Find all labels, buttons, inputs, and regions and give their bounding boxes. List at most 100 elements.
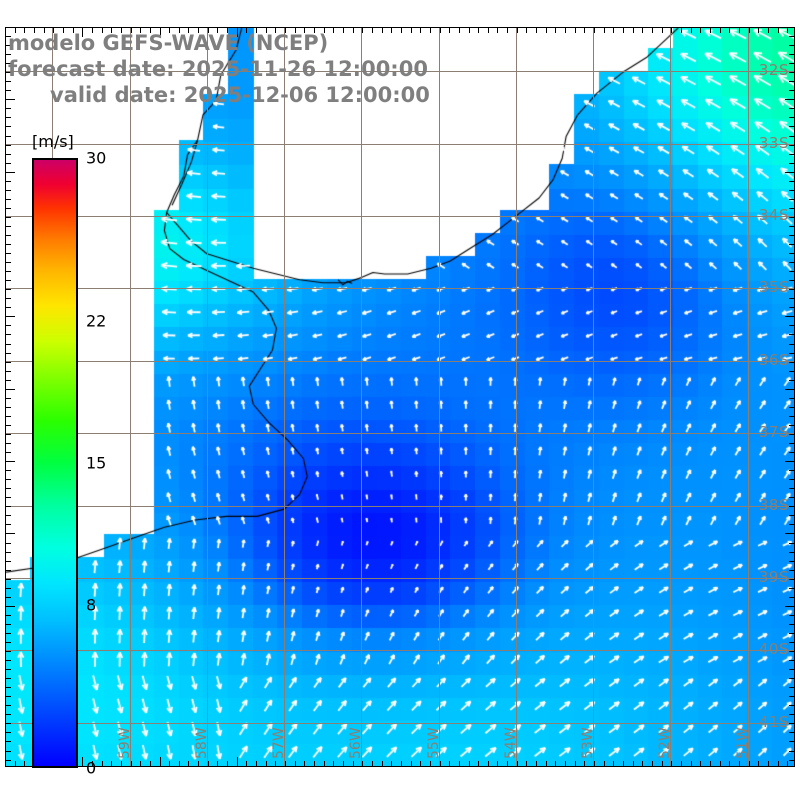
axis-tick [5, 136, 11, 137]
axis-tick [469, 761, 470, 767]
wind-direction-arrows [6, 28, 794, 766]
axis-tick [5, 244, 11, 245]
longitude-label: 54W [502, 727, 519, 759]
latitude-label: 38S [758, 495, 789, 514]
axis-tick [15, 761, 16, 767]
axis-tick [623, 761, 624, 767]
axis-tick [789, 154, 795, 155]
axis-tick [343, 761, 344, 767]
axis-tick [188, 27, 189, 33]
latitude-label: 39S [758, 567, 789, 586]
axis-tick [160, 757, 161, 767]
axis-tick [739, 27, 740, 33]
axis-tick [5, 371, 11, 372]
axis-tick [633, 27, 634, 33]
axis-tick [778, 761, 779, 767]
gridline-latitude [6, 506, 794, 507]
axis-tick [789, 615, 795, 616]
axis-tick [111, 27, 112, 33]
axis-tick [256, 27, 257, 33]
axis-tick [789, 714, 795, 715]
gridline-longitude [361, 28, 362, 766]
axis-tick [5, 696, 11, 697]
axis-tick [789, 126, 795, 127]
axis-tick [785, 461, 795, 462]
axis-tick [785, 99, 795, 100]
axis-tick [497, 761, 498, 767]
gridline-latitude [6, 578, 794, 579]
axis-tick [789, 307, 795, 308]
axis-tick [362, 761, 363, 767]
axis-tick [5, 678, 11, 679]
axis-tick [691, 27, 692, 33]
axis-tick [789, 54, 795, 55]
axis-tick [789, 181, 795, 182]
axis-tick [5, 208, 11, 209]
axis-tick [314, 761, 315, 767]
axis-tick [256, 761, 257, 767]
axis-tick [121, 761, 122, 767]
axis-tick [5, 760, 11, 761]
axis-tick [459, 761, 460, 767]
axis-tick [391, 27, 392, 33]
axis-tick [82, 757, 83, 767]
axis-tick [24, 27, 25, 33]
colorbar-gradient[interactable] [32, 158, 78, 768]
map-plot-area[interactable] [5, 27, 795, 767]
latitude-label: 41S [758, 712, 789, 731]
axis-tick [5, 751, 11, 752]
gridline-longitude [284, 28, 285, 766]
model-name-line: modelo GEFS-WAVE (NCEP) [8, 31, 329, 55]
latitude-label: 34S [758, 206, 789, 225]
axis-tick [227, 761, 228, 767]
axis-tick [5, 172, 15, 173]
axis-tick [789, 136, 795, 137]
axis-tick [5, 624, 11, 625]
gridline-longitude [439, 28, 440, 766]
axis-tick [789, 36, 795, 37]
axis-tick [5, 533, 15, 534]
axis-tick [789, 226, 795, 227]
axis-tick [604, 27, 605, 33]
latitude-label: 33S [758, 133, 789, 152]
axis-tick [700, 27, 701, 33]
axis-tick [5, 280, 11, 281]
gridline-longitude [748, 28, 749, 766]
axis-tick [5, 597, 11, 598]
axis-tick [789, 543, 795, 544]
latitude-label: 37S [758, 423, 789, 442]
axis-tick [420, 27, 421, 33]
axis-tick [789, 497, 795, 498]
longitude-label: 57W [271, 727, 288, 759]
axis-tick [662, 27, 663, 33]
colorbar-tick-label: 22 [86, 311, 107, 331]
axis-tick [353, 761, 354, 767]
axis-tick [789, 588, 795, 589]
axis-tick [5, 154, 11, 155]
colorbar-tick-label: 30 [86, 148, 107, 168]
axis-tick [169, 27, 170, 33]
axis-tick [5, 380, 11, 381]
axis-tick [789, 407, 795, 408]
axis-tick [285, 27, 286, 33]
axis-tick [5, 181, 11, 182]
axis-tick [391, 761, 392, 767]
axis-tick [5, 190, 11, 191]
axis-tick [5, 117, 11, 118]
axis-tick [295, 27, 296, 33]
axis-tick [5, 714, 11, 715]
axis-tick [5, 416, 11, 417]
axis-tick [789, 163, 795, 164]
axis-tick [5, 642, 11, 643]
axis-tick [275, 27, 276, 33]
axis-tick [169, 761, 170, 767]
axis-tick [785, 606, 795, 607]
colorbar-tick-label: 0 [86, 758, 97, 778]
axis-tick [5, 145, 11, 146]
axis-tick [789, 63, 795, 64]
axis-tick [5, 199, 11, 200]
axis-tick [5, 588, 11, 589]
axis-tick [787, 761, 788, 767]
longitude-label: 51W [734, 727, 751, 759]
axis-tick [237, 27, 238, 37]
